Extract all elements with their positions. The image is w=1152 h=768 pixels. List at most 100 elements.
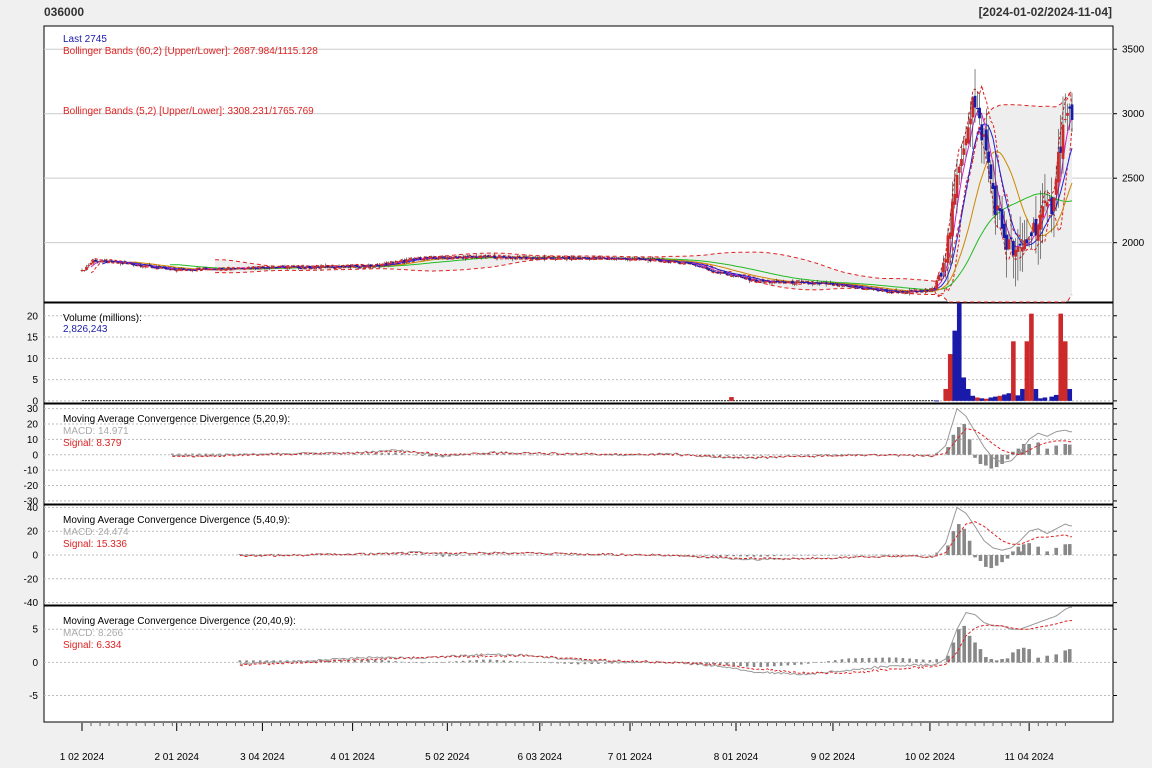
- candle-body: [448, 258, 451, 260]
- candle-body: [709, 270, 713, 272]
- candle-body: [405, 259, 409, 263]
- histogram-bar: [610, 555, 614, 556]
- candle-body: [369, 264, 373, 267]
- candle-body: [599, 257, 603, 259]
- volume-bar: [1049, 396, 1055, 401]
- candle-body: [824, 282, 828, 285]
- histogram-bar: [570, 662, 573, 665]
- macd-value: MACD: 14.971: [63, 426, 129, 437]
- histogram-bar: [522, 661, 526, 663]
- candle-body: [531, 257, 535, 259]
- candle-body: [878, 289, 882, 291]
- candle-body: [1014, 249, 1018, 257]
- candle-body: [624, 258, 627, 260]
- candle-body: [335, 266, 339, 269]
- volume-bar: [1020, 388, 1025, 401]
- candle-body: [224, 269, 228, 271]
- candle-body: [628, 259, 632, 261]
- x-tick-label: 3 04 2024: [240, 752, 285, 763]
- candle-body: [1016, 246, 1020, 252]
- histogram-bar: [978, 555, 983, 561]
- candle-body: [353, 265, 357, 267]
- histogram-bar: [718, 555, 722, 557]
- candle-body: [567, 256, 571, 260]
- candle-body: [578, 257, 582, 259]
- candle-body: [233, 268, 237, 270]
- histogram-bar: [441, 454, 445, 458]
- candle-body: [127, 263, 131, 265]
- histogram-bar: [739, 555, 742, 557]
- candle-body: [191, 269, 194, 271]
- candle-body: [894, 290, 898, 292]
- histogram-bar: [400, 554, 404, 555]
- candle-body: [657, 258, 661, 261]
- histogram-bar: [427, 554, 431, 556]
- candle-body: [222, 269, 226, 271]
- candle-body: [603, 257, 607, 259]
- histogram-bar: [245, 660, 248, 663]
- candle-body: [168, 268, 172, 270]
- histogram-bar: [252, 660, 255, 663]
- histogram-bar: [380, 554, 384, 556]
- histogram-bar: [752, 555, 756, 557]
- histogram-bar: [854, 658, 857, 663]
- histogram-bar: [1067, 649, 1072, 663]
- candle-body: [639, 258, 643, 260]
- candle-body: [400, 260, 404, 262]
- histogram-bar: [951, 642, 956, 663]
- candle-body: [89, 262, 93, 265]
- candle-body: [926, 290, 930, 292]
- histogram-bar: [860, 658, 864, 663]
- candle-body: [714, 271, 718, 273]
- candle-body: [1054, 178, 1058, 195]
- candle-body: [689, 262, 693, 264]
- histogram-bar: [793, 662, 796, 665]
- candle-body: [914, 290, 918, 292]
- histogram-bar: [989, 659, 994, 663]
- histogram-bar: [543, 662, 546, 663]
- histogram-bar: [576, 454, 580, 456]
- signal-line: [172, 428, 1072, 459]
- histogram-bar: [468, 555, 472, 556]
- histogram-bar: [867, 657, 871, 663]
- candle-body: [991, 182, 995, 189]
- histogram-bar: [387, 452, 390, 455]
- histogram-bar: [441, 662, 445, 663]
- candle-body: [527, 258, 530, 260]
- histogram-bar: [482, 659, 485, 663]
- histogram-bar: [1045, 448, 1049, 455]
- candle-body: [85, 266, 88, 270]
- candle-body: [1059, 146, 1063, 153]
- histogram-bar: [698, 555, 702, 556]
- histogram-bar: [191, 453, 194, 455]
- histogram-bar: [509, 454, 512, 455]
- candle-body: [809, 283, 812, 285]
- histogram-bar: [1063, 650, 1068, 663]
- candle-body: [854, 286, 857, 288]
- candle-body: [114, 261, 118, 263]
- candle-body: [549, 257, 553, 259]
- candle-body: [1043, 200, 1047, 204]
- volume-bar: [1011, 341, 1016, 401]
- histogram-bar: [745, 662, 749, 667]
- histogram-bar: [894, 657, 898, 663]
- candle-body: [493, 256, 497, 259]
- candle-body: [227, 267, 230, 270]
- candle-body: [696, 265, 700, 267]
- y-tick-label: 40: [27, 503, 39, 514]
- histogram-bar: [367, 453, 370, 455]
- candle-body: [439, 256, 442, 258]
- candle-body: [337, 266, 341, 268]
- histogram-bar: [685, 555, 688, 556]
- histogram-bar: [630, 662, 634, 664]
- candle-body: [479, 255, 483, 258]
- candle-body: [364, 266, 368, 268]
- histogram-bar: [712, 555, 715, 556]
- histogram-bar: [400, 453, 404, 455]
- histogram-bar: [725, 555, 729, 557]
- histogram-bar: [840, 659, 844, 663]
- histogram-bar: [455, 661, 458, 663]
- candle-body: [1066, 112, 1069, 116]
- histogram-bar: [360, 554, 363, 556]
- candle-body: [1023, 240, 1027, 250]
